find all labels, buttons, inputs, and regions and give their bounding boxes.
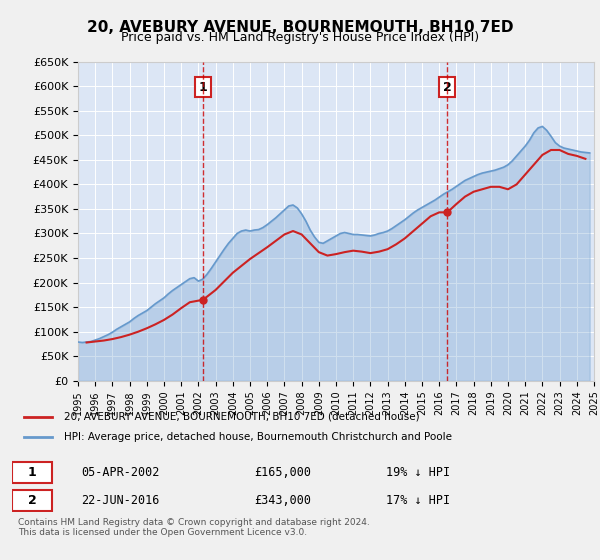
Text: 1: 1 xyxy=(28,465,37,479)
Text: £165,000: £165,000 xyxy=(254,465,311,479)
Point xyxy=(198,295,208,304)
Text: 19% ↓ HPI: 19% ↓ HPI xyxy=(386,465,451,479)
Text: 17% ↓ HPI: 17% ↓ HPI xyxy=(386,493,451,507)
Text: 1: 1 xyxy=(199,81,208,94)
Text: 2: 2 xyxy=(28,493,37,507)
Text: 20, AVEBURY AVENUE, BOURNEMOUTH, BH10 7ED: 20, AVEBURY AVENUE, BOURNEMOUTH, BH10 7E… xyxy=(87,20,513,35)
Text: £343,000: £343,000 xyxy=(254,493,311,507)
Text: Contains HM Land Registry data © Crown copyright and database right 2024.
This d: Contains HM Land Registry data © Crown c… xyxy=(18,518,370,538)
Text: Price paid vs. HM Land Registry's House Price Index (HPI): Price paid vs. HM Land Registry's House … xyxy=(121,31,479,44)
FancyBboxPatch shape xyxy=(12,490,52,511)
Text: HPI: Average price, detached house, Bournemouth Christchurch and Poole: HPI: Average price, detached house, Bour… xyxy=(64,432,452,442)
Point xyxy=(442,208,452,217)
Text: 20, AVEBURY AVENUE, BOURNEMOUTH, BH10 7ED (detached house): 20, AVEBURY AVENUE, BOURNEMOUTH, BH10 7E… xyxy=(64,412,419,422)
Text: 22-JUN-2016: 22-JUN-2016 xyxy=(81,493,160,507)
Text: 05-APR-2002: 05-APR-2002 xyxy=(81,465,160,479)
FancyBboxPatch shape xyxy=(12,462,52,483)
Text: 2: 2 xyxy=(443,81,452,94)
